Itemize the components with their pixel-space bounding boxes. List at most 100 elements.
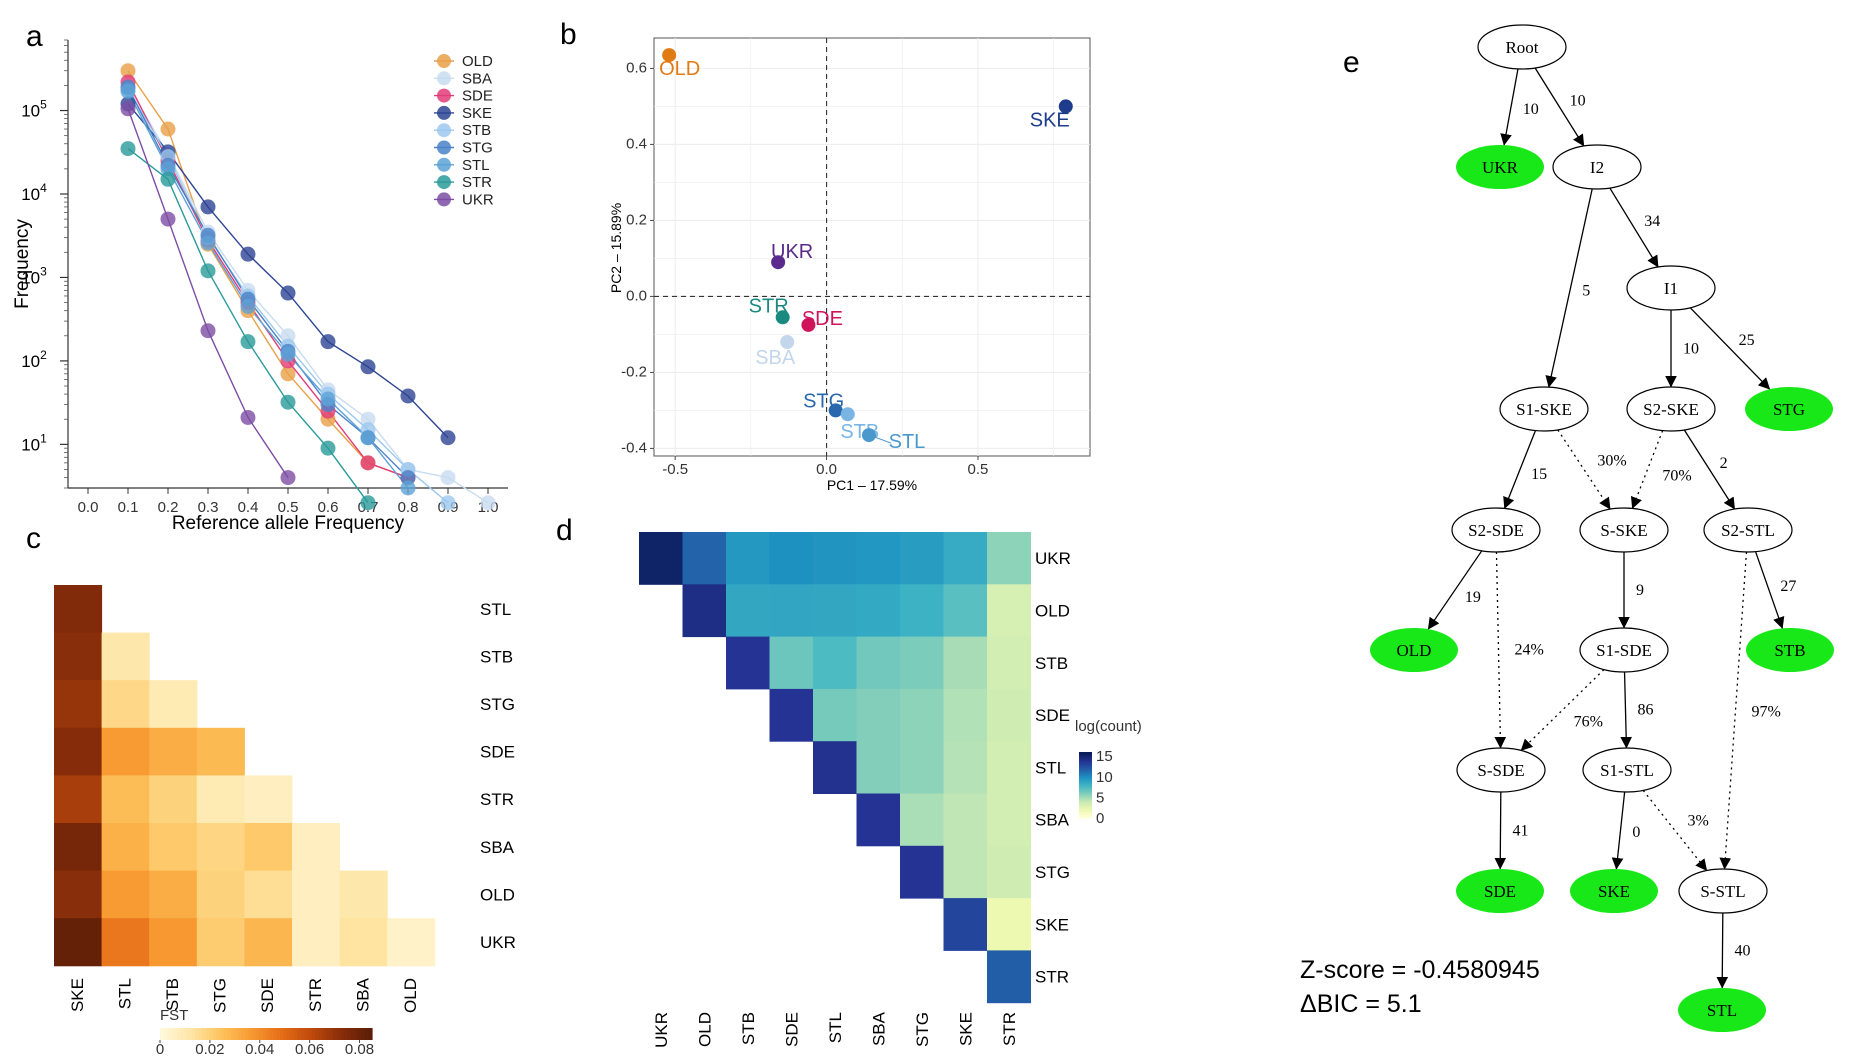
data-point-old bbox=[120, 63, 136, 79]
node-label: STB bbox=[1774, 641, 1805, 660]
row-label: STL bbox=[480, 600, 511, 619]
heatmap-cell bbox=[54, 823, 103, 872]
colorbar-segment bbox=[1079, 806, 1092, 809]
data-point-ske bbox=[200, 199, 216, 215]
heatmap-cell bbox=[900, 636, 944, 690]
internal-node bbox=[1451, 507, 1541, 553]
colorbar-segment bbox=[184, 1028, 189, 1040]
panel-c-colorbar: FST 0 0.02 0.04 0.06 0.08 bbox=[156, 1007, 374, 1056]
data-point-ukr bbox=[200, 323, 216, 339]
series-line-sba bbox=[127, 85, 489, 504]
heatmap-cell bbox=[149, 870, 198, 919]
heatmap-cell bbox=[987, 898, 1031, 951]
heatmap-cell bbox=[149, 680, 198, 729]
panel-b-grid bbox=[654, 38, 1090, 456]
colorbar-segment bbox=[283, 1028, 288, 1040]
pca-label-stl: STL bbox=[889, 431, 926, 453]
edge-weight-label: 10 bbox=[1523, 101, 1539, 118]
data-point-ukr bbox=[280, 470, 296, 486]
data-point-stl bbox=[400, 480, 416, 496]
row-label: SBA bbox=[480, 838, 515, 857]
column-label: STG bbox=[913, 1012, 932, 1047]
column-label: STB bbox=[163, 978, 182, 1011]
heatmap-cell bbox=[244, 870, 293, 919]
column-label: STR bbox=[1000, 1012, 1019, 1046]
colorbar-segment bbox=[280, 1028, 285, 1040]
edge-weight-label: 15 bbox=[1531, 466, 1547, 483]
row-label: SBA bbox=[1035, 811, 1070, 830]
edge-weight-label: 30% bbox=[1597, 453, 1626, 470]
y-tick-label: 105 bbox=[21, 98, 47, 121]
heatmap-cell bbox=[900, 793, 944, 847]
data-point-stl bbox=[360, 430, 376, 446]
edge-weight-label: 9 bbox=[1636, 582, 1644, 599]
drift-edge bbox=[1754, 551, 1785, 629]
heatmap-cell bbox=[149, 775, 198, 824]
colorbar-segment bbox=[195, 1028, 200, 1040]
colorbar-segment bbox=[308, 1028, 313, 1040]
row-label: SKE bbox=[1035, 915, 1069, 934]
edge-weight-label: 40 bbox=[1734, 943, 1750, 960]
colorbar-segment bbox=[188, 1028, 193, 1040]
row-label: STB bbox=[1035, 654, 1068, 673]
colorbar-segment bbox=[191, 1028, 196, 1040]
panel-b-reference-lines bbox=[654, 38, 1090, 456]
legend-marker bbox=[437, 123, 451, 138]
internal-node bbox=[1499, 386, 1589, 432]
node-label: STL bbox=[1707, 1001, 1737, 1020]
colorbar-segment bbox=[301, 1028, 306, 1040]
colorbar-segment bbox=[1079, 783, 1092, 786]
heatmap-cell bbox=[987, 636, 1031, 690]
drift-edge bbox=[1620, 671, 1633, 749]
data-point-ukr bbox=[160, 211, 176, 227]
node-label: I2 bbox=[1590, 158, 1604, 177]
colorbar-segment bbox=[1079, 776, 1092, 779]
row-label: UKR bbox=[480, 933, 516, 952]
y-tick-label: 103 bbox=[21, 264, 47, 287]
delta-bic-text: ΔBIC = 5.1 bbox=[1300, 990, 1422, 1018]
y-tick-exponent: 2 bbox=[40, 348, 47, 362]
heatmap-cell bbox=[769, 584, 814, 638]
node-label: S1-SKE bbox=[1516, 400, 1572, 419]
colorbar-segment bbox=[241, 1028, 246, 1040]
pca-label-sba: SBA bbox=[755, 347, 796, 369]
leaf-node bbox=[1456, 869, 1544, 913]
panel-d-colorbar: log(count) 15 10 5 0 bbox=[1075, 718, 1142, 827]
data-point-stl bbox=[280, 346, 296, 362]
heatmap-cell bbox=[987, 584, 1031, 638]
heatmap-cell bbox=[101, 870, 150, 919]
pca-point-ske bbox=[1058, 99, 1073, 114]
colorbar-segment bbox=[326, 1028, 331, 1040]
x-tick-label: 0.3 bbox=[198, 499, 219, 516]
colorbar-segment bbox=[1079, 753, 1092, 756]
colorbar-segment bbox=[1079, 813, 1092, 816]
heatmap-cell bbox=[943, 688, 988, 742]
pca-label-ske: SKE bbox=[1030, 109, 1070, 131]
heatmap-cell bbox=[900, 584, 944, 638]
internal-node bbox=[1703, 507, 1793, 553]
x-tick-label: 0.8 bbox=[398, 499, 419, 516]
colorbar-segment bbox=[1079, 752, 1092, 755]
colorbar-segment bbox=[1079, 789, 1092, 793]
colorbar-segment bbox=[258, 1028, 264, 1040]
panel-label-b: b bbox=[560, 18, 577, 51]
pca-point-sde bbox=[801, 317, 816, 332]
column-label: STL bbox=[115, 978, 134, 1009]
colorbar-segment bbox=[174, 1028, 179, 1040]
heatmap-cell bbox=[987, 845, 1031, 899]
node-label: S-STL bbox=[1700, 882, 1745, 901]
colorbar-segment bbox=[223, 1028, 228, 1040]
y-tick-base: 10 bbox=[21, 268, 40, 287]
legend-label: OLD bbox=[462, 53, 493, 70]
edge-weight-label: 76% bbox=[1574, 713, 1603, 730]
drift-edge bbox=[1427, 550, 1483, 630]
edge-weight-label: 0 bbox=[1632, 824, 1640, 841]
panel-c-row-labels: STL STB STG SDE STR SBA OLD UKR bbox=[480, 600, 516, 952]
colorbar-tick-label: 0.08 bbox=[345, 1041, 374, 1056]
heatmap-cell bbox=[987, 741, 1031, 794]
legend-label: UKR bbox=[462, 191, 494, 208]
colorbar-segment bbox=[276, 1028, 281, 1040]
